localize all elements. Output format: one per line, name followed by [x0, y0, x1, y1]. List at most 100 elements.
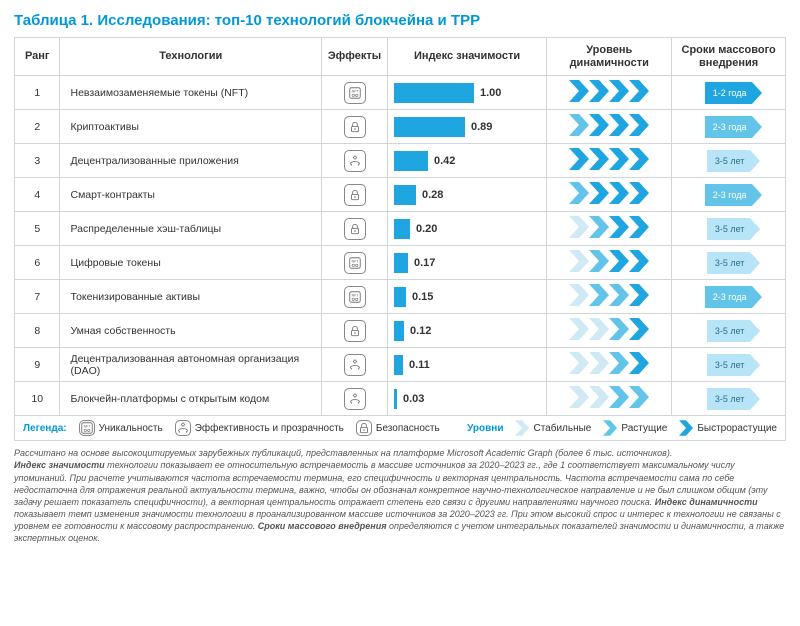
title-text: Исследования: топ-10 технологий блокчейн…	[97, 12, 480, 29]
cell-index: 1.00	[387, 76, 546, 110]
chevron-icon	[609, 386, 629, 408]
chevron-icon	[569, 148, 589, 170]
cell-dynamic	[547, 382, 672, 416]
cell-dynamic	[547, 246, 672, 280]
cell-adopt: 3-5 лет	[672, 314, 786, 348]
chevron-icon	[609, 182, 629, 204]
cell-adopt: 3-5 лет	[672, 246, 786, 280]
cell-tech: Криптоактивы	[60, 110, 322, 144]
hands-icon	[344, 354, 366, 376]
chevron-icon	[609, 250, 629, 272]
hands-icon	[175, 420, 191, 436]
col-index: Индекс значимости	[387, 38, 546, 76]
lock-icon	[344, 184, 366, 206]
col-adopt: Сроки массового внедрения	[672, 38, 786, 76]
index-bar	[394, 219, 410, 239]
cell-tech: Блокчейн-платформы с открытым кодом	[60, 382, 322, 416]
legend-level-stable: Стабильные	[515, 420, 591, 436]
index-value: 0.03	[403, 393, 424, 405]
chevron-icon	[603, 420, 617, 436]
index-value: 0.17	[414, 257, 435, 269]
table-row: 10Блокчейн-платформы с открытым кодом0.0…	[15, 382, 786, 416]
nft-icon: NFT	[79, 420, 95, 436]
cell-tech: Распределенные хэш-таблицы	[60, 212, 322, 246]
cell-tech: Невзаимозаменяемые токены (NFT)	[60, 76, 322, 110]
cell-rank: 1	[15, 76, 60, 110]
adopt-arrow: 3-5 лет	[707, 388, 751, 410]
index-value: 0.20	[416, 223, 437, 235]
cell-tech: Децентрализованная автономная организаци…	[60, 348, 322, 382]
legend-row: Легенда: NFT Уникальность Эффективность …	[14, 416, 786, 441]
footnote: Рассчитано на основе высокоцитируемых за…	[14, 447, 786, 544]
legend-label: Легенда:	[23, 423, 67, 434]
cell-rank: 3	[15, 144, 60, 178]
footnote-b3: Сроки массового внедрения	[258, 521, 387, 531]
chevron-icon	[629, 386, 649, 408]
cell-tech: Цифровые токены	[60, 246, 322, 280]
hands-icon	[344, 388, 366, 410]
chevron-icon	[609, 114, 629, 136]
cell-tech: Смарт-контракты	[60, 178, 322, 212]
chevron-icon	[609, 318, 629, 340]
legend-efficiency-label: Эффективность и прозрачность	[195, 423, 344, 434]
legend-level-stable-label: Стабильные	[533, 423, 591, 434]
cell-tech: Децентрализованные приложения	[60, 144, 322, 178]
cell-rank: 2	[15, 110, 60, 144]
chevron-icon	[569, 352, 589, 374]
index-bar	[394, 321, 404, 341]
cell-index: 0.11	[387, 348, 546, 382]
adopt-arrow: 3-5 лет	[707, 320, 751, 342]
table-row: 2Криптоактивы0.892-3 года	[15, 110, 786, 144]
index-bar	[394, 151, 428, 171]
legend-level-growing: Растущие	[603, 420, 667, 436]
cell-rank: 6	[15, 246, 60, 280]
index-value: 0.28	[422, 189, 443, 201]
index-bar	[394, 389, 397, 409]
adopt-arrow: 3-5 лет	[707, 252, 751, 274]
cell-tech: Токенизированные активы	[60, 280, 322, 314]
cell-index: 0.12	[387, 314, 546, 348]
chevron-icon	[569, 114, 589, 136]
chevron-icon	[609, 284, 629, 306]
chevron-icon	[589, 318, 609, 340]
table-row: 1Невзаимозаменяемые токены (NFT) NFT 1.00 1…	[15, 76, 786, 110]
hands-icon	[344, 150, 366, 172]
svg-text:NFT: NFT	[351, 293, 359, 297]
footnote-b1: Индекс значимости	[14, 460, 105, 470]
levels-label: Уровни	[467, 423, 503, 434]
table-row: 8Умная собственность0.123-5 лет	[15, 314, 786, 348]
legend-level-fast: Быстрорастущие	[679, 420, 777, 436]
table-row: 3Децентрализованные приложения 0.42 3-5 ле…	[15, 144, 786, 178]
cell-adopt: 1-2 года	[672, 76, 786, 110]
cell-adopt: 3-5 лет	[672, 382, 786, 416]
nft-icon: NFT	[344, 252, 366, 274]
chevron-icon	[609, 216, 629, 238]
index-value: 0.42	[434, 155, 455, 167]
index-bar	[394, 185, 416, 205]
cell-dynamic	[547, 178, 672, 212]
chevron-icon	[629, 114, 649, 136]
chevron-icon	[589, 250, 609, 272]
cell-index: 0.28	[387, 178, 546, 212]
nft-icon: NFT	[344, 82, 366, 104]
chevron-icon	[515, 420, 529, 436]
svg-text:NFT: NFT	[351, 89, 359, 93]
lock-icon	[356, 420, 372, 436]
index-value: 0.11	[409, 359, 430, 371]
cell-adopt: 3-5 лет	[672, 212, 786, 246]
cell-index: 0.15	[387, 280, 546, 314]
index-bar	[394, 117, 465, 137]
adopt-arrow: 1-2 года	[705, 82, 753, 104]
adopt-arrow: 3-5 лет	[707, 354, 751, 376]
index-value: 1.00	[480, 87, 501, 99]
legend-security-label: Безопасность	[376, 423, 440, 434]
cell-adopt: 2-3 года	[672, 178, 786, 212]
cell-dynamic	[547, 76, 672, 110]
chevron-icon	[589, 284, 609, 306]
table-row: 5Распределенные хэш-таблицы0.203-5 лет	[15, 212, 786, 246]
adopt-arrow: 3-5 лет	[707, 150, 751, 172]
chevron-icon	[589, 80, 609, 102]
col-rank: Ранг	[15, 38, 60, 76]
cell-dynamic	[547, 348, 672, 382]
nft-icon: NFT	[344, 286, 366, 308]
